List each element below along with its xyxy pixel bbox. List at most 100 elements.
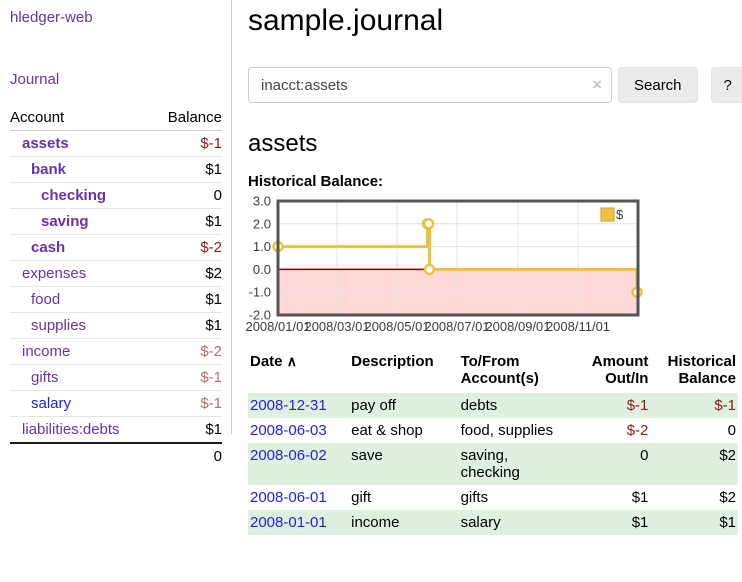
account-row: cash $-2 — [10, 234, 222, 261]
y-tick-label: 1.0 — [253, 239, 271, 254]
sort-ascending-icon: ∧ — [286, 353, 297, 369]
col-description: Description — [351, 353, 434, 370]
nav-journal-link[interactable]: Journal — [10, 71, 60, 88]
account-title: assets — [248, 130, 318, 157]
plot-border — [276, 199, 640, 317]
account-balance: $-1 — [151, 390, 222, 417]
page-title: sample.journal — [248, 4, 444, 37]
account-link-food[interactable]: food — [31, 291, 61, 308]
register-row: 2008-06-02 save saving, checking 0 $2 — [248, 443, 738, 485]
accounts-table: Account Balance assets $-1 bank $1 check… — [10, 105, 222, 469]
transaction-description: eat & shop — [351, 422, 423, 439]
sidebar-nav: Journal — [10, 71, 221, 88]
account-link-liabilities-debts[interactable]: liabilities:debts — [22, 421, 120, 438]
account-balance: $-2 — [151, 234, 222, 261]
register-row: 2008-01-01 income salary $1 $1 — [248, 510, 738, 535]
transaction-balance: 0 — [727, 422, 736, 439]
transaction-date-link[interactable]: 2008-01-01 — [250, 514, 327, 531]
transaction-amount: $-1 — [626, 397, 649, 414]
account-link-gifts[interactable]: gifts — [31, 369, 59, 386]
x-tick-label: 2008/01/01 — [245, 319, 310, 334]
sidebar: hledger-web Journal Account Balance asse… — [0, 0, 232, 469]
transaction-accounts: debts — [460, 397, 498, 414]
transaction-accounts: salary — [460, 514, 501, 531]
accounts-header-balance: Balance — [151, 105, 222, 131]
account-link-salary[interactable]: salary — [31, 395, 72, 412]
register-table: Date ∧ Description To/From Account(s) Am… — [248, 350, 738, 535]
transaction-accounts: gifts — [460, 489, 489, 506]
data-point — [423, 263, 436, 276]
search-row: × Search ? — [248, 67, 742, 103]
transaction-amount: $1 — [631, 489, 649, 506]
account-balance: $1 — [151, 416, 222, 444]
transaction-balance: $1 — [719, 514, 736, 531]
account-row: salary $-1 — [10, 390, 222, 417]
account-link-income[interactable]: income — [22, 343, 71, 360]
y-tick-label: 0.0 — [253, 262, 271, 277]
account-balance: $1 — [151, 156, 222, 183]
account-link-saving[interactable]: saving — [41, 213, 89, 230]
account-link-checking[interactable]: checking — [41, 187, 107, 204]
col-amount: Amount Out/In — [591, 353, 649, 387]
transaction-accounts: saving, checking — [460, 447, 520, 481]
account-balance: $2 — [151, 260, 222, 287]
account-link-bank[interactable]: bank — [31, 161, 67, 178]
account-balance: $-1 — [151, 364, 222, 391]
account-row: gifts $-1 — [10, 364, 222, 391]
chart-label: Historical Balance: — [248, 173, 384, 190]
transaction-description: gift — [351, 489, 372, 506]
account-link-supplies[interactable]: supplies — [31, 317, 87, 334]
account-row: assets $-1 — [10, 130, 222, 157]
transaction-balance: $-1 — [714, 397, 736, 414]
help-button[interactable]: ? — [710, 67, 742, 103]
account-row: supplies $1 — [10, 312, 222, 339]
accounts-total: 0 — [151, 442, 222, 469]
account-balance: $-1 — [151, 130, 222, 157]
col-date[interactable]: Date ∧ — [250, 353, 297, 370]
transaction-date-link[interactable]: 2008-12-31 — [250, 397, 327, 414]
register-row: 2008-12-31 pay off debts $-1 $-1 — [248, 393, 738, 418]
main-content: sample.journal × Search ? assets Histori… — [232, 0, 742, 582]
brand-link[interactable]: hledger-web — [10, 9, 93, 26]
transaction-date-link[interactable]: 2008-06-02 — [250, 447, 327, 464]
register-header-row: Date ∧ Description To/From Account(s) Am… — [248, 350, 738, 393]
account-balance: $1 — [151, 286, 222, 313]
account-link-assets[interactable]: assets — [22, 135, 69, 152]
legend-swatch — [600, 207, 615, 222]
transaction-amount: 0 — [640, 447, 649, 464]
x-tick-label: 2008/05/01 — [364, 319, 429, 334]
transaction-date-link[interactable]: 2008-06-03 — [250, 422, 327, 439]
x-tick-label: 2008/11/01 — [546, 319, 610, 334]
account-row: food $1 — [10, 286, 222, 313]
accounts-header-account: Account — [10, 105, 152, 131]
account-row: saving $1 — [10, 208, 222, 235]
col-accounts: To/From Account(s) — [460, 353, 539, 387]
y-tick-label: 3.0 — [253, 194, 271, 209]
accounts-header-row: Account Balance — [10, 105, 222, 131]
transaction-balance: $2 — [719, 489, 736, 506]
clear-search-icon[interactable]: × — [592, 75, 602, 94]
transaction-description: income — [351, 514, 400, 531]
search-input[interactable] — [248, 67, 612, 103]
x-tick-label: 2008/07/01 — [424, 319, 489, 334]
account-row: checking 0 — [10, 182, 222, 209]
accounts-total-row: 0 — [10, 442, 222, 469]
transaction-date-link[interactable]: 2008-06-01 — [250, 489, 327, 506]
data-point — [422, 218, 435, 230]
transaction-amount: $1 — [631, 514, 649, 531]
x-tick-label: 2008/09/01 — [485, 319, 550, 334]
register-row: 2008-06-03 eat & shop food, supplies $-2… — [248, 418, 738, 443]
transaction-description: pay off — [351, 397, 396, 414]
y-tick-label: -1.0 — [249, 285, 271, 300]
historical-balance-chart: 3.0 2.0 1.0 0.0 -1.0 -2.02008/01/012008/03/01… — [245, 194, 643, 334]
account-link-expenses[interactable]: expenses — [22, 265, 87, 282]
account-balance: 0 — [151, 182, 222, 209]
account-balance: $-2 — [151, 338, 222, 365]
search-button[interactable]: Search — [618, 67, 698, 103]
account-row: income $-2 — [10, 338, 222, 365]
transaction-balance: $2 — [719, 447, 736, 464]
account-link-cash[interactable]: cash — [31, 239, 66, 256]
account-row: expenses $2 — [10, 260, 222, 287]
register-row: 2008-06-01 gift gifts $1 $2 — [248, 485, 738, 510]
col-balance: Historical Balance — [667, 353, 736, 387]
